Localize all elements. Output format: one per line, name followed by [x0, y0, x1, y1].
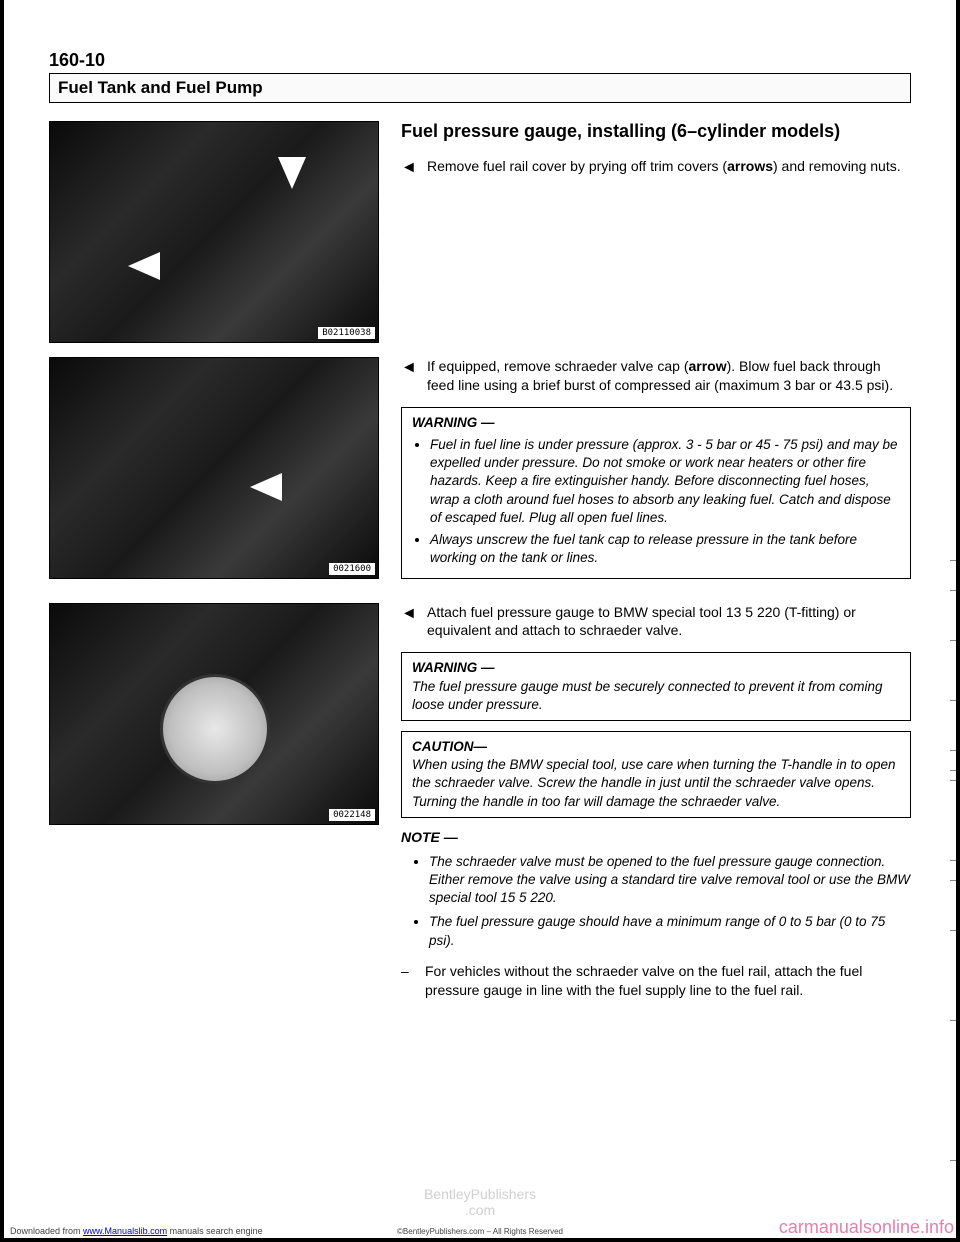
dash-marker: –: [401, 962, 415, 1000]
photo-caption: B02110038: [318, 327, 375, 339]
footer-post: manuals search engine: [167, 1226, 263, 1236]
section-header: Fuel Tank and Fuel Pump: [58, 78, 902, 98]
warning-box-1: WARNING — Fuel in fuel line is under pre…: [401, 407, 911, 579]
step-3: ◄ Attach fuel pressure gauge to BMW spec…: [401, 603, 911, 641]
step-arrow-icon: ◄: [401, 357, 419, 395]
section-header-box: Fuel Tank and Fuel Pump: [49, 73, 911, 103]
warning-item: Always unscrew the fuel tank cap to rele…: [430, 531, 900, 567]
final-step: – For vehicles without the schraeder val…: [401, 962, 911, 1000]
photo-caption: 0021600: [329, 563, 375, 575]
footer-copyright: ©BentleyPublishers.com – All Rights Rese…: [397, 1227, 563, 1236]
caution-box: CAUTION— When using the BMW special tool…: [401, 731, 911, 818]
footer-download-source: Downloaded from www.Manualslib.com manua…: [10, 1226, 263, 1236]
final-step-text: For vehicles without the schraeder valve…: [425, 962, 911, 1000]
publisher-watermark: BentleyPublishers .com: [424, 1187, 536, 1218]
manual-page: 160-10 Fuel Tank and Fuel Pump B02110038…: [0, 0, 960, 1242]
note-item: The schraeder valve must be opened to th…: [429, 853, 911, 908]
warning-title: WARNING —: [412, 660, 495, 675]
row-1: B02110038 Fuel pressure gauge, installin…: [49, 121, 911, 343]
engine-photo-1: B02110038: [49, 121, 379, 343]
margin-ticks: [948, 0, 956, 1238]
text-column-3: ◄ Attach fuel pressure gauge to BMW spec…: [401, 603, 911, 1010]
arrow-icon: [250, 473, 282, 501]
caution-title: CAUTION—: [412, 739, 487, 754]
step-1: ◄ Remove fuel rail cover by prying off t…: [401, 157, 911, 179]
step-arrow-icon: ◄: [401, 157, 419, 179]
caution-text: When using the BMW special tool, use car…: [412, 756, 900, 811]
watermark-line2: .com: [424, 1203, 536, 1218]
row-2: 0021600 ◄ If equipped, remove schraeder …: [49, 357, 911, 589]
site-watermark: carmanualsonline.info: [779, 1217, 954, 1238]
text-column-2: ◄ If equipped, remove schraeder valve ca…: [401, 357, 911, 589]
watermark-line1: BentleyPublishers: [424, 1187, 536, 1202]
pressure-gauge-icon: [160, 674, 270, 784]
step-2-text: If equipped, remove schraeder valve cap …: [427, 357, 911, 395]
step-3-text: Attach fuel pressure gauge to BMW specia…: [427, 603, 911, 641]
note-item: The fuel pressure gauge should have a mi…: [429, 913, 911, 949]
engine-photo-2: 0021600: [49, 357, 379, 579]
warning-item: Fuel in fuel line is under pressure (app…: [430, 436, 900, 527]
photo-caption: 0022148: [329, 809, 375, 821]
procedure-title: Fuel pressure gauge, installing (6–cylin…: [401, 121, 911, 143]
step-1-text: Remove fuel rail cover by prying off tri…: [427, 157, 911, 179]
warning-list: Fuel in fuel line is under pressure (app…: [412, 436, 900, 568]
arrow-icon: [128, 252, 160, 280]
warning-box-2: WARNING — The fuel pressure gauge must b…: [401, 652, 911, 721]
gauge-photo: 0022148: [49, 603, 379, 825]
arrow-icon: [278, 157, 306, 189]
row-3: 0022148 ◄ Attach fuel pressure gauge to …: [49, 603, 911, 1010]
warning-title: WARNING —: [412, 415, 495, 430]
warning-text: The fuel pressure gauge must be securely…: [412, 678, 900, 714]
step-arrow-icon: ◄: [401, 603, 419, 641]
page-number: 160-10: [49, 50, 911, 71]
note-title: NOTE —: [401, 828, 911, 847]
footer-pre: Downloaded from: [10, 1226, 83, 1236]
note-list: The schraeder valve must be opened to th…: [401, 853, 911, 950]
step-2: ◄ If equipped, remove schraeder valve ca…: [401, 357, 911, 395]
text-column-1: Fuel pressure gauge, installing (6–cylin…: [401, 121, 911, 190]
manualslib-link[interactable]: www.Manualslib.com: [83, 1226, 167, 1236]
